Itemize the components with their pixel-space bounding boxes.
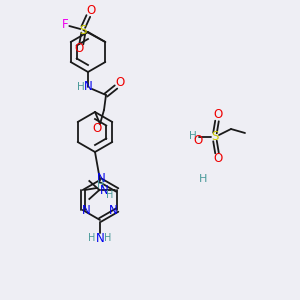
Text: H: H (199, 174, 207, 184)
Text: H: H (104, 233, 112, 243)
Text: H: H (88, 233, 96, 243)
Text: H: H (97, 180, 104, 190)
Text: O: O (213, 109, 223, 122)
Text: O: O (213, 152, 223, 166)
Text: O: O (75, 43, 84, 56)
Text: N: N (109, 203, 118, 217)
Text: N: N (97, 172, 105, 185)
Text: H: H (189, 131, 197, 141)
Text: N: N (100, 184, 109, 196)
Text: O: O (87, 4, 96, 17)
Text: S: S (211, 130, 219, 143)
Text: N: N (84, 80, 92, 94)
Text: S: S (80, 23, 87, 37)
Text: H: H (77, 82, 85, 92)
Text: N: N (82, 203, 91, 217)
Text: O: O (116, 76, 124, 89)
Text: H: H (106, 190, 113, 200)
Text: F: F (62, 19, 69, 32)
Text: O: O (92, 122, 102, 136)
Text: N: N (96, 232, 104, 244)
Text: O: O (194, 134, 202, 148)
